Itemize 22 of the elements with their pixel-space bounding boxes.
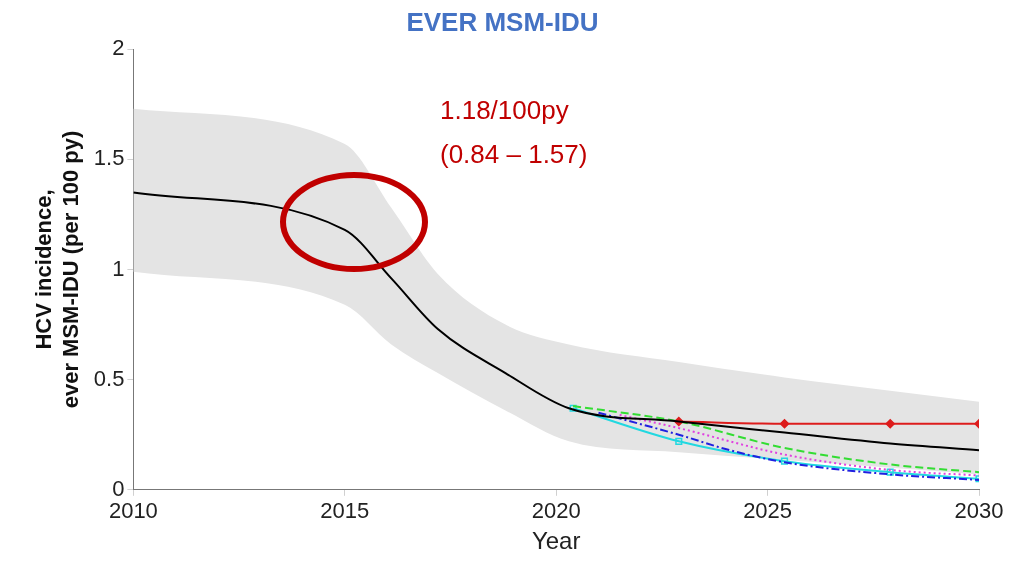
point: [779, 418, 790, 429]
point: [885, 418, 895, 429]
point: [675, 437, 683, 445]
y-axis-title: HCV incidence, ever MSM-IDU (per 100 py): [31, 130, 83, 409]
y-tick-label: 2: [112, 35, 125, 61]
x-tick-label: 2030: [954, 498, 1004, 524]
x-tick-label: 2020: [531, 498, 581, 524]
line-series: [133, 191, 979, 452]
annotation: (0.84 – 1.57): [440, 139, 588, 170]
y-tick-label: 1: [112, 255, 125, 281]
chart-title: EVER MSM-IDU: [406, 6, 599, 37]
x-tick-label: 2010: [108, 498, 158, 524]
point: [780, 457, 789, 465]
y-tick-label: 0.5: [93, 365, 125, 391]
x-tick-label: 2015: [320, 498, 370, 524]
point: [886, 468, 894, 476]
point: [569, 404, 577, 412]
x-tick-label: 2025: [743, 498, 793, 524]
y-tick-label: 1.5: [93, 145, 125, 171]
annotation: 1.18/100py: [440, 95, 569, 126]
y-tick-label: 0: [112, 475, 125, 501]
x-axis-title: Year: [531, 527, 581, 555]
